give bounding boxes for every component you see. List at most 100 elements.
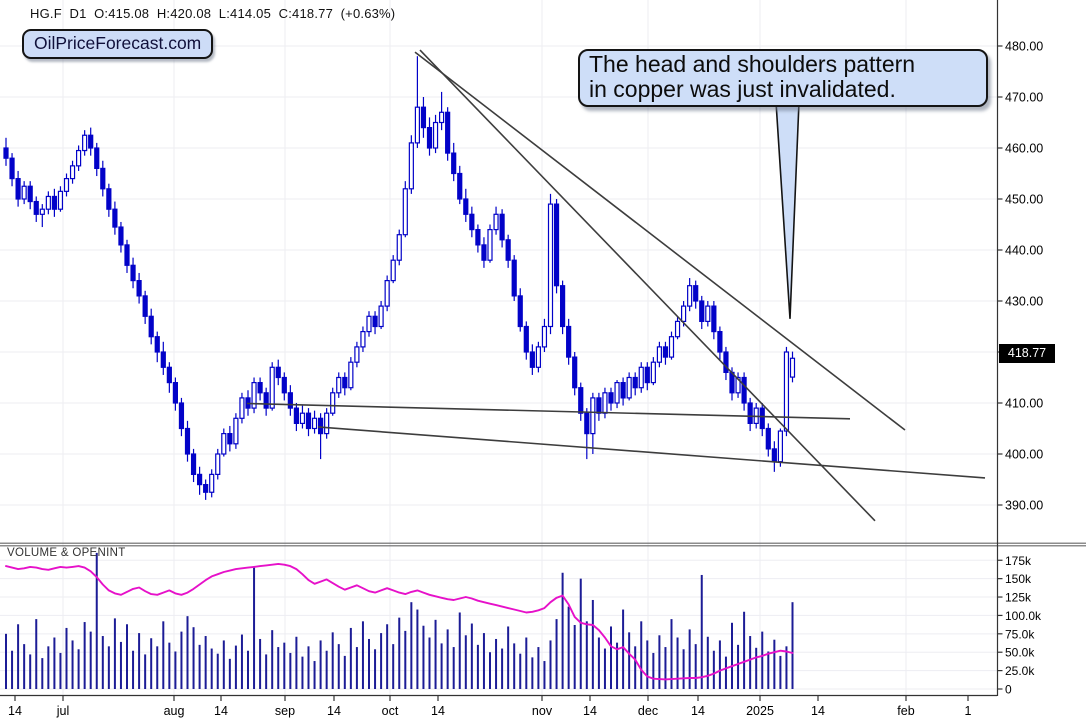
volume-bar	[156, 646, 159, 689]
candlestick	[118, 226, 124, 246]
candlestick	[608, 392, 614, 404]
volume-bar	[658, 635, 661, 689]
volume-bar	[791, 602, 794, 689]
open-interest-line	[5, 562, 794, 681]
price-axis-label: 410.00	[1005, 397, 1043, 411]
volume-bar	[83, 622, 86, 689]
volume-bar	[228, 658, 231, 689]
x-axis-label: 14	[583, 704, 597, 718]
candlestick	[396, 234, 402, 261]
brand-badge[interactable]: OilPriceForecast.com	[22, 29, 214, 59]
x-axis-label: 14	[431, 704, 445, 718]
candlestick	[166, 366, 172, 384]
volume-bar	[35, 619, 38, 689]
volume-axis-label: 125k	[1005, 591, 1032, 605]
volume-bar	[234, 645, 237, 689]
candlestick	[21, 185, 27, 200]
candlestick	[439, 111, 445, 124]
volume-bar	[555, 619, 558, 689]
volume-bar	[470, 623, 473, 689]
candlestick	[463, 198, 469, 215]
candlestick	[487, 229, 493, 261]
price-axis-label: 460.00	[1005, 142, 1043, 156]
price-axis-label: 440.00	[1005, 244, 1043, 258]
candlestick	[209, 473, 215, 493]
candlestick	[63, 178, 70, 192]
volume-bar	[591, 599, 594, 689]
candlestick	[408, 142, 414, 190]
volume-bar	[95, 552, 98, 689]
volume-bar	[670, 619, 673, 689]
volume-bar	[428, 637, 431, 689]
candlestick	[251, 382, 257, 409]
ohlc-header: HG.F D1 O:415.08 H:420.08 L:414.05 C:418…	[30, 6, 396, 21]
volume-bar	[295, 636, 298, 689]
volume-bar	[646, 640, 649, 689]
volume-bar	[265, 654, 268, 689]
candlestick	[160, 351, 166, 368]
candlestick	[451, 152, 457, 175]
candlestick	[693, 285, 699, 302]
volume-bar	[271, 630, 274, 689]
volume-bar	[779, 655, 782, 689]
volume-axis-label: 50.0k	[1005, 646, 1035, 660]
volume-bar	[404, 630, 407, 689]
volume-bar	[53, 637, 56, 689]
candlestick	[233, 417, 239, 445]
price-axis-label: 470.00	[1005, 91, 1043, 105]
volume-bar	[361, 621, 364, 689]
volume-bar	[277, 647, 280, 689]
candlestick	[348, 361, 354, 389]
volume-bar	[138, 633, 141, 689]
volume-bar	[355, 647, 358, 689]
volume-axis-label: 150k	[1005, 572, 1032, 586]
volume-bar	[186, 616, 189, 689]
candlestick	[33, 200, 39, 215]
volume-bar	[259, 638, 262, 689]
volume-bar	[440, 643, 443, 689]
candlestick	[336, 376, 342, 394]
volume-bar	[23, 644, 26, 689]
candlestick	[481, 244, 487, 261]
candlestick	[626, 376, 632, 399]
candlestick	[680, 305, 687, 323]
candlestick	[57, 190, 64, 210]
candlestick	[517, 295, 523, 328]
candlestick	[789, 357, 796, 378]
callout-tail	[775, 101, 800, 319]
volume-bar	[458, 612, 461, 689]
volume-bar	[718, 640, 721, 689]
candlestick	[414, 106, 420, 144]
volume-bar	[349, 627, 352, 689]
volume-bar	[410, 602, 413, 689]
candlestick	[142, 295, 148, 317]
volume-bar	[422, 625, 425, 689]
volume-bar	[253, 567, 256, 689]
candlestick	[75, 149, 82, 167]
volume-bar	[107, 646, 110, 689]
candlestick	[735, 376, 741, 394]
volume-bar	[525, 637, 528, 689]
candlestick	[45, 195, 51, 210]
volume-panel-title: VOLUME & OPENINT	[7, 547, 126, 559]
candlestick	[366, 315, 372, 333]
candlestick	[130, 264, 136, 282]
volume-bar	[41, 658, 44, 689]
candlestick	[493, 213, 499, 231]
volume-bar	[567, 606, 570, 689]
candlestick	[178, 402, 185, 430]
candlestick	[305, 412, 312, 430]
candlestick	[354, 346, 360, 363]
volume-bar	[507, 626, 510, 689]
x-axis-label: nov	[532, 704, 553, 718]
candlestick	[529, 351, 535, 368]
volume-bar	[77, 649, 80, 689]
volume-bar	[688, 629, 691, 689]
volume-bar	[785, 646, 788, 689]
volume-bar	[119, 641, 122, 689]
candlestick	[384, 280, 390, 307]
volume-bar	[749, 636, 752, 689]
candlestick	[287, 392, 293, 409]
volume-bar	[301, 656, 304, 689]
